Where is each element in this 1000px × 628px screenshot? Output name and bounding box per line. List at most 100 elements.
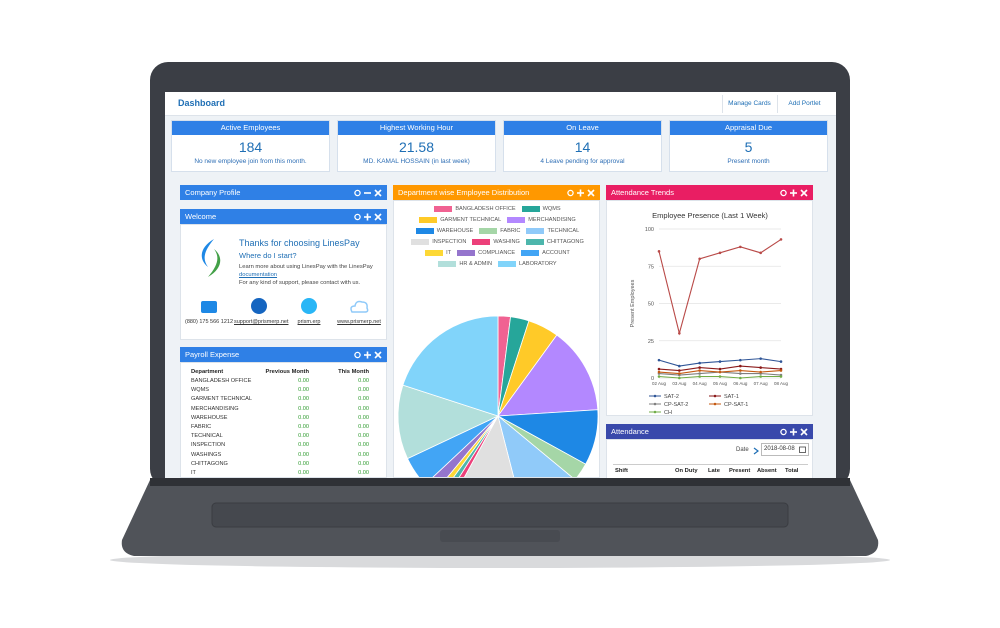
panel-title: Department wise Employee Distribution (398, 188, 530, 197)
card-note: MD. KAMAL HOSSAIN (in last week) (363, 158, 470, 165)
contact-label[interactable]: prism.erp (297, 319, 321, 325)
contact-label[interactable]: support@prismerp.net (234, 319, 289, 325)
card-value: 14 (574, 139, 591, 155)
series-point (678, 369, 681, 372)
panel-header: Payroll Expense (180, 347, 387, 362)
series-point (657, 367, 661, 371)
legend-swatch (521, 250, 540, 256)
card-note: No new employee join from this month. (194, 158, 307, 165)
table-cell: WASHINGS (191, 451, 222, 458)
svg[interactable] (354, 189, 382, 197)
table-cell: WQMS (191, 387, 210, 394)
pie-slice (497, 334, 599, 417)
header-button[interactable]: Manage Cards (722, 95, 776, 113)
y-tick-label: 100 (645, 227, 654, 233)
table-header: Present (729, 468, 751, 474)
svg[interactable] (780, 428, 808, 436)
legend-item[interactable]: WASHING (472, 238, 520, 246)
series-point (678, 372, 681, 375)
svg (251, 298, 267, 314)
x-tick-label: 07 Aug (754, 381, 769, 386)
legend-swatch (525, 239, 544, 245)
legend-item[interactable]: WQMS (521, 205, 561, 213)
panel-title: Company Profile (185, 188, 241, 197)
legend-item[interactable]: COMPLIANCE (457, 249, 515, 257)
legend-item[interactable]: FABRIC (479, 227, 520, 235)
y-tick-label: 50 (648, 302, 654, 308)
table-header: Absent (757, 468, 777, 474)
card-title: On Leave (504, 121, 661, 135)
legend-item[interactable]: MERCHANDISING (507, 216, 576, 224)
logo-blue (201, 239, 214, 267)
legend-item[interactable]: ACCOUNT (521, 249, 570, 257)
legend-marker (653, 410, 657, 414)
date-value: 2018-08-08 (764, 446, 795, 452)
series-point (739, 372, 742, 375)
panel-body: Employee Presence (Last 1 Week) Present E… (606, 200, 813, 416)
panel-title: Payroll Expense (185, 350, 240, 359)
panel-body: Department Previous Month This Month BANGLA… (180, 362, 387, 478)
legend-item[interactable]: HR & ADMIN (438, 260, 492, 268)
svg (301, 298, 317, 314)
series-point (739, 369, 742, 372)
table-cell: GARMENT TECHNICAL (191, 396, 253, 403)
card-value: 184 (238, 139, 263, 155)
series-point (698, 369, 701, 372)
table-header: Late (708, 468, 720, 474)
contact-label[interactable]: www.prismerp.net (337, 319, 381, 325)
svg[interactable] (354, 213, 382, 221)
legend-item[interactable]: BANGLADESH OFFICE (434, 205, 516, 213)
card-value: 21.58 (398, 139, 435, 155)
stat-card: Appraisal Due 5 Present month (669, 120, 828, 172)
legend-item[interactable]: LABORATORY (498, 260, 557, 268)
x-tick-label: 02 Aug (652, 381, 667, 386)
legend-item[interactable]: WAREHOUSE (415, 227, 473, 235)
close-icon (800, 428, 808, 436)
pie-slice (464, 414, 515, 477)
table-cell: BANGLADESH OFFICE (191, 378, 252, 384)
page-title: Dashboard (178, 98, 226, 108)
legend-item[interactable]: TECHNICAL (526, 227, 579, 235)
legend-label: HR & ADMIN (459, 261, 492, 267)
legend-label: GARMENT TECHNICAL (440, 217, 502, 223)
legend-label: CP-SAT-2 (664, 402, 688, 408)
series-point (779, 360, 783, 363)
legend-swatch (479, 228, 498, 234)
svg (799, 446, 806, 453)
x-tick-label: 05 Aug (713, 381, 728, 386)
svg[interactable] (780, 189, 808, 197)
x-tick-label: 03 Aug (672, 381, 687, 386)
table-cell: 0.00 (358, 414, 369, 421)
table-cell: 0.00 (358, 470, 369, 476)
legend-swatch (438, 261, 457, 267)
svg[interactable] (567, 189, 595, 197)
pie-slice (397, 384, 500, 460)
legend-swatch (526, 228, 545, 234)
legend-item[interactable]: CHITTAGONG (525, 238, 584, 246)
legend-item[interactable]: IT (425, 249, 451, 257)
svg (201, 239, 221, 277)
x-tick-label: 08 Aug (774, 381, 789, 386)
table-cell: 0.00 (358, 378, 369, 384)
series-point (657, 358, 661, 362)
table-cell: INSPECTION (191, 442, 226, 449)
svg[interactable] (354, 351, 382, 359)
panel-title: Attendance (611, 427, 649, 436)
legend-item[interactable]: INSPECTION (411, 238, 466, 246)
header-button[interactable]: Add Portlet (777, 95, 831, 113)
legend-label: WQMS (542, 206, 561, 212)
legend-label: SAT-1 (724, 394, 739, 400)
pie-slice (497, 414, 573, 477)
documentation-link[interactable]: documentation (239, 272, 278, 278)
table-rule (613, 464, 808, 465)
legend-item[interactable]: GARMENT TECHNICAL (419, 216, 501, 224)
legend-swatch (419, 217, 438, 223)
legend-label: FABRIC (500, 228, 521, 234)
series-point (698, 361, 701, 365)
date-input[interactable]: 2018-08-08 (761, 443, 809, 456)
svg: Employee Presence (Last 1 Week) Present E… (630, 211, 789, 415)
y-axis-label: Present Employees (630, 279, 636, 327)
refresh-icon (354, 213, 361, 221)
pie-slice (402, 315, 499, 417)
panel-header: Attendance (606, 424, 813, 439)
